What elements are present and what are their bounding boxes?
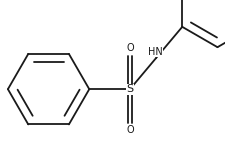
Text: O: O <box>126 125 133 135</box>
Text: S: S <box>126 84 133 94</box>
Text: O: O <box>126 43 133 53</box>
Text: HN: HN <box>147 47 162 57</box>
